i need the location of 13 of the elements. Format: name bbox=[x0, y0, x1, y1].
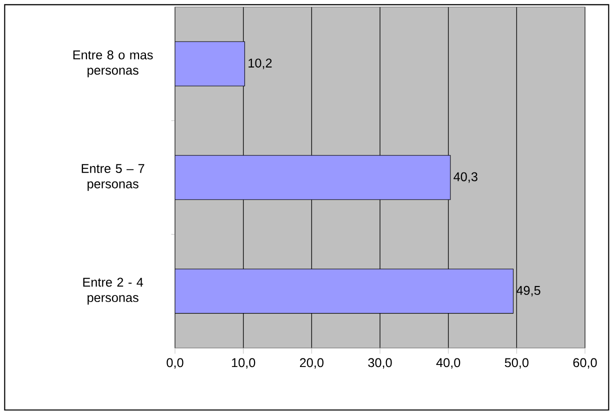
y-tick-label: Entre 8 o mas personas bbox=[73, 50, 153, 78]
data-label: 10,2 bbox=[248, 58, 272, 70]
x-tick-label: 60,0 bbox=[573, 358, 597, 369]
y-tick-label: Entre 5 – 7 personas bbox=[82, 164, 144, 191]
data-label: 49,5 bbox=[516, 286, 540, 296]
x-tick-label: 20,0 bbox=[300, 358, 324, 369]
y-tick-label: Entre 2 - 4 personas bbox=[83, 278, 144, 305]
x-tick-label: 50,0 bbox=[504, 358, 528, 369]
x-tick-label: 30,0 bbox=[368, 358, 392, 369]
x-tick-label: 40,0 bbox=[436, 358, 460, 369]
data-label: 40,3 bbox=[454, 172, 478, 183]
x-tick-label: 10,0 bbox=[232, 358, 256, 369]
x-tick-label: 0,0 bbox=[166, 358, 184, 369]
